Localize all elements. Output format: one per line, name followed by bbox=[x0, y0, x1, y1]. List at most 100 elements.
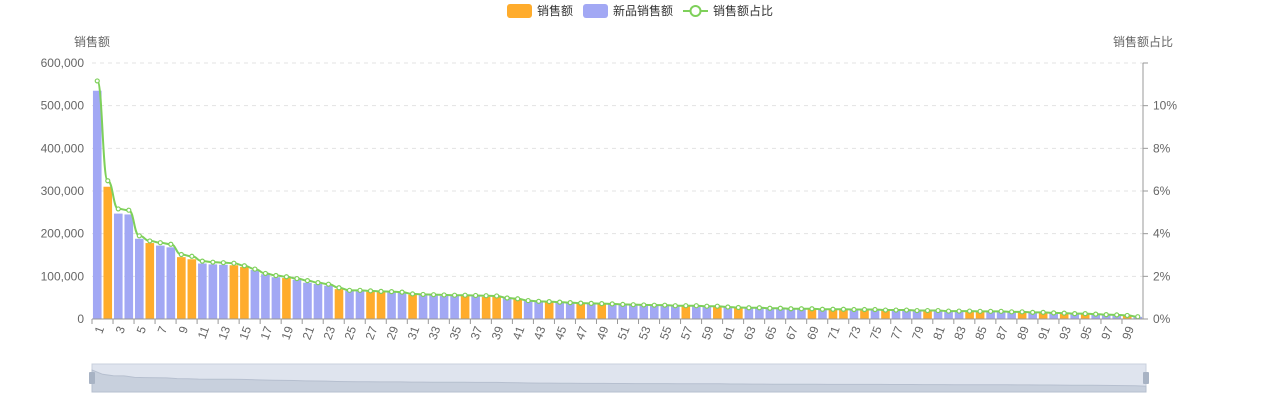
bar-55[interactable] bbox=[660, 305, 670, 319]
bar-53[interactable] bbox=[639, 305, 649, 319]
share-point-59[interactable] bbox=[704, 303, 710, 309]
bar-70[interactable] bbox=[818, 309, 827, 319]
share-point-24[interactable] bbox=[336, 285, 342, 291]
bar-83[interactable] bbox=[954, 311, 964, 319]
share-point-58[interactable] bbox=[693, 303, 699, 309]
share-point-50[interactable] bbox=[609, 301, 615, 307]
bar-35[interactable] bbox=[450, 295, 459, 319]
legend-item-3[interactable]: 销售额占比 bbox=[683, 3, 773, 18]
share-point-51[interactable] bbox=[620, 301, 626, 308]
share-point-65[interactable] bbox=[767, 305, 773, 311]
bar-4[interactable] bbox=[124, 214, 134, 319]
share-point-31[interactable] bbox=[409, 291, 416, 297]
bar-50[interactable] bbox=[607, 304, 617, 319]
data-zoom-slider[interactable] bbox=[89, 363, 1149, 393]
bar-16[interactable] bbox=[250, 269, 260, 319]
bar-46[interactable] bbox=[565, 303, 575, 319]
bar-48[interactable] bbox=[586, 304, 596, 319]
share-point-17[interactable] bbox=[262, 270, 269, 277]
share-point-90[interactable] bbox=[1030, 309, 1036, 315]
share-point-89[interactable] bbox=[1019, 309, 1025, 315]
share-point-7[interactable] bbox=[157, 240, 163, 246]
bar-90[interactable] bbox=[1028, 312, 1037, 319]
bar-74[interactable] bbox=[860, 310, 869, 319]
share-point-12[interactable] bbox=[210, 259, 216, 265]
share-point-5[interactable] bbox=[136, 233, 142, 239]
bar-39[interactable] bbox=[492, 296, 501, 319]
bar-29[interactable] bbox=[387, 292, 396, 319]
bar-17[interactable] bbox=[261, 274, 270, 319]
bar-13[interactable] bbox=[219, 264, 228, 319]
share-point-35[interactable] bbox=[451, 292, 458, 298]
bar-43[interactable] bbox=[534, 301, 543, 319]
bar-51[interactable] bbox=[618, 304, 628, 319]
bar-57[interactable] bbox=[681, 306, 691, 319]
bar-64[interactable] bbox=[755, 308, 764, 319]
share-point-16[interactable] bbox=[252, 266, 258, 272]
bar-14[interactable] bbox=[229, 265, 239, 319]
bar-54[interactable] bbox=[649, 305, 659, 319]
share-point-68[interactable] bbox=[798, 306, 805, 312]
bar-25[interactable] bbox=[345, 290, 354, 319]
bar-27[interactable] bbox=[366, 291, 375, 319]
share-point-83[interactable] bbox=[956, 308, 962, 314]
bar-2[interactable] bbox=[103, 186, 113, 319]
share-point-2[interactable] bbox=[105, 178, 111, 184]
share-point-10[interactable] bbox=[189, 253, 195, 259]
bar-94[interactable] bbox=[1070, 313, 1079, 319]
share-point-94[interactable] bbox=[1072, 311, 1078, 317]
bar-23[interactable] bbox=[324, 285, 333, 319]
share-point-8[interactable] bbox=[168, 241, 174, 247]
bar-75[interactable] bbox=[870, 310, 880, 319]
bar-77[interactable] bbox=[891, 310, 901, 319]
share-point-36[interactable] bbox=[462, 292, 468, 298]
bar-22[interactable] bbox=[313, 284, 323, 319]
share-point-39[interactable] bbox=[494, 293, 500, 299]
bar-59[interactable] bbox=[702, 306, 712, 319]
share-point-95[interactable] bbox=[1082, 311, 1088, 317]
bar-31[interactable] bbox=[408, 294, 417, 319]
share-point-14[interactable] bbox=[231, 260, 237, 266]
bar-89[interactable] bbox=[1017, 312, 1027, 319]
share-point-1[interactable] bbox=[94, 78, 100, 84]
bar-15[interactable] bbox=[240, 266, 249, 319]
bar-40[interactable] bbox=[502, 298, 512, 319]
zoom-handle-right[interactable] bbox=[1143, 372, 1149, 384]
share-point-4[interactable] bbox=[126, 207, 132, 213]
share-point-22[interactable] bbox=[315, 280, 321, 286]
bar-47[interactable] bbox=[576, 303, 586, 319]
share-point-52[interactable] bbox=[630, 302, 636, 308]
bar-41[interactable] bbox=[513, 299, 522, 319]
bar-76[interactable] bbox=[881, 310, 890, 319]
share-point-43[interactable] bbox=[536, 298, 542, 304]
share-point-64[interactable] bbox=[756, 305, 762, 311]
share-point-80[interactable] bbox=[924, 307, 931, 314]
share-point-48[interactable] bbox=[588, 300, 594, 306]
share-line[interactable] bbox=[94, 78, 1141, 320]
share-point-100[interactable] bbox=[1135, 314, 1141, 320]
share-point-40[interactable] bbox=[504, 295, 510, 301]
bar-88[interactable] bbox=[1007, 312, 1016, 319]
share-point-30[interactable] bbox=[399, 289, 405, 295]
bar-82[interactable] bbox=[944, 311, 953, 319]
bar-56[interactable] bbox=[670, 306, 680, 319]
share-point-29[interactable] bbox=[388, 289, 395, 295]
bar-7[interactable] bbox=[156, 245, 165, 319]
share-point-69[interactable] bbox=[809, 306, 815, 312]
bar-63[interactable] bbox=[744, 308, 754, 319]
share-point-13[interactable] bbox=[220, 260, 226, 266]
bar-84[interactable] bbox=[965, 311, 974, 319]
share-point-79[interactable] bbox=[914, 307, 920, 314]
share-point-99[interactable] bbox=[1124, 312, 1130, 319]
legend-item-2[interactable]: 新品销售额 bbox=[583, 3, 673, 18]
bar-32[interactable] bbox=[418, 295, 428, 319]
share-point-18[interactable] bbox=[273, 272, 279, 279]
bar-68[interactable] bbox=[797, 309, 806, 319]
share-point-81[interactable] bbox=[935, 307, 941, 314]
share-point-42[interactable] bbox=[525, 297, 531, 304]
bar-93[interactable] bbox=[1059, 313, 1069, 319]
bar-61[interactable] bbox=[723, 307, 733, 319]
bar-36[interactable] bbox=[460, 295, 470, 319]
bar-19[interactable] bbox=[282, 278, 291, 319]
share-point-53[interactable] bbox=[641, 302, 647, 308]
